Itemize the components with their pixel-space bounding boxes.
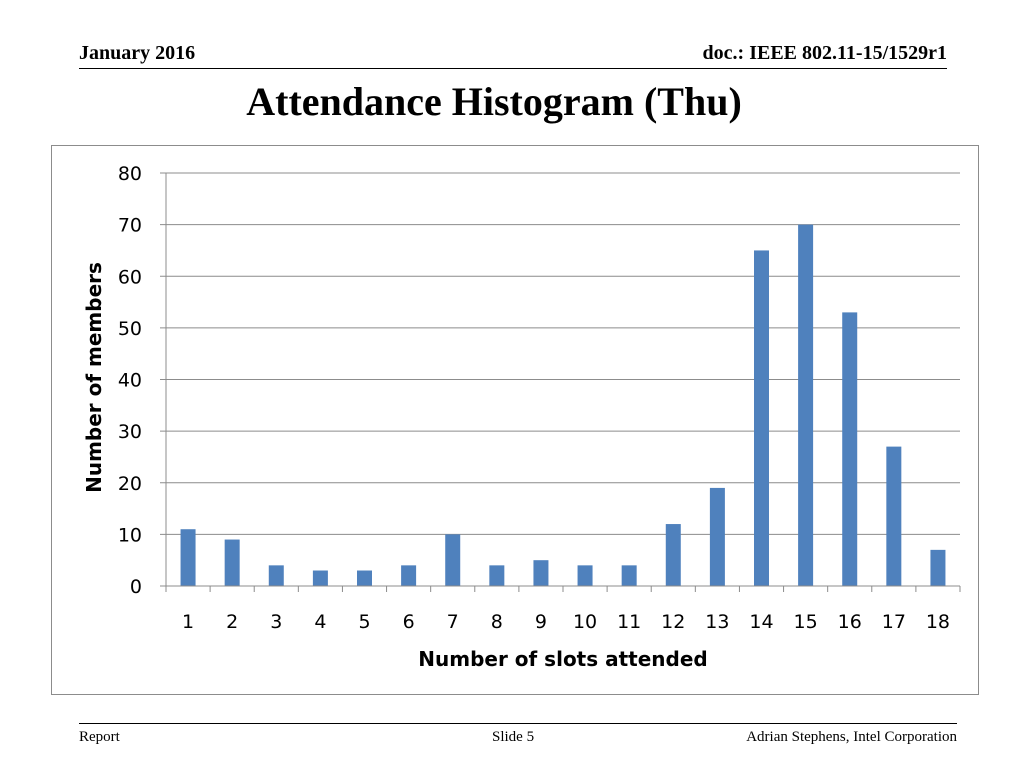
bar <box>224 539 240 586</box>
y-tick-label: 70 <box>118 215 142 237</box>
bar <box>665 524 681 586</box>
bar <box>754 250 769 586</box>
bar <box>798 224 814 586</box>
x-tick-label: 7 <box>447 611 459 633</box>
bar <box>709 487 725 586</box>
bars <box>180 224 946 586</box>
bar <box>930 549 946 586</box>
x-tick-label: 2 <box>226 611 238 633</box>
x-tick-label: 13 <box>705 611 729 633</box>
x-tick-label: 5 <box>358 611 370 633</box>
header-divider <box>79 68 947 69</box>
y-tick-label: 80 <box>118 163 142 185</box>
axes <box>160 172 961 592</box>
bar <box>401 565 417 586</box>
y-tick-label: 50 <box>118 318 142 340</box>
x-tick-label: 8 <box>491 611 503 633</box>
x-tick-label: 16 <box>838 611 862 633</box>
x-tick-label: 12 <box>661 611 685 633</box>
bar <box>621 565 637 586</box>
bar <box>577 565 593 586</box>
bar <box>886 446 902 586</box>
x-tick-label: 11 <box>617 611 641 633</box>
x-tick-label: 3 <box>270 611 282 633</box>
x-tick-label: 9 <box>535 611 547 633</box>
footer-divider <box>79 723 957 724</box>
gridlines <box>166 172 960 535</box>
header-date: January 2016 <box>79 42 196 64</box>
y-tick-label: 0 <box>130 576 142 598</box>
y-tick-label: 30 <box>118 421 142 443</box>
x-tick-label: 15 <box>794 611 818 633</box>
bar <box>180 529 196 586</box>
bar <box>489 565 505 586</box>
x-tick-label: 4 <box>314 611 326 633</box>
header-doc-id: doc.: IEEE 802.11-15/1529r1 <box>702 42 947 64</box>
x-tick-label: 10 <box>573 611 597 633</box>
footer-report: Report <box>79 729 120 745</box>
y-tick-label: 40 <box>118 370 142 392</box>
footer-author: Adrian Stephens, Intel Corporation <box>746 729 957 745</box>
bar <box>268 565 284 586</box>
footer-slide-number: Slide 5 <box>492 729 535 745</box>
x-tick-label: 1 <box>182 611 194 633</box>
bar <box>842 312 858 586</box>
y-tick-label: 10 <box>118 524 142 546</box>
chart-area: 0 10 20 30 40 50 60 70 80 1 2 3 4 5 6 7 8 9 10 11 12 13 14 15 16… <box>51 145 979 695</box>
y-axis-title: Number of members <box>82 262 106 493</box>
slide-title: Attendance Histogram (Thu) <box>246 79 742 124</box>
x-axis-title: Number of slots attended <box>418 647 707 671</box>
y-tick-label: 60 <box>118 266 142 288</box>
x-tick-label: 14 <box>749 611 773 633</box>
y-tick-label: 20 <box>118 473 142 495</box>
bar <box>445 534 461 586</box>
x-tick-label: 18 <box>926 611 950 633</box>
bar <box>357 570 372 586</box>
x-tick-label: 17 <box>882 611 906 633</box>
x-tick-label: 6 <box>403 611 415 633</box>
bar <box>312 570 328 586</box>
bar <box>533 560 549 586</box>
